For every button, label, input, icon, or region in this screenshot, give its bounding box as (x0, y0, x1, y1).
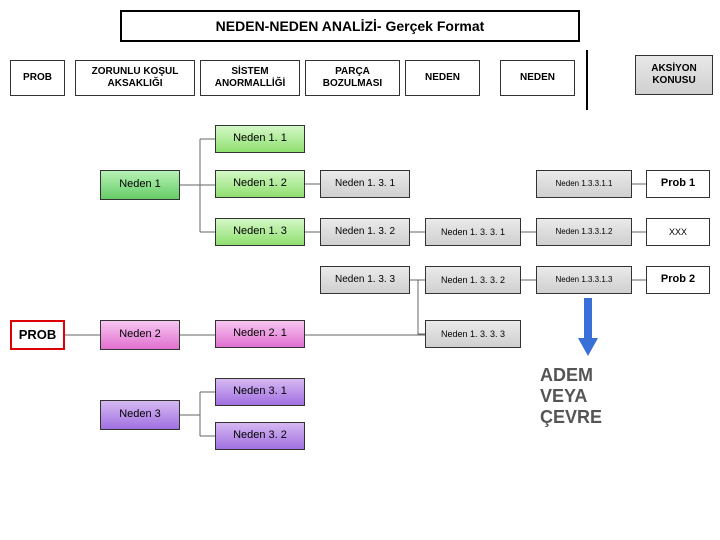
down-arrow-icon (578, 298, 598, 358)
header-neden-1: NEDEN (405, 60, 480, 96)
node-1-1: Neden 1. 1 (215, 125, 305, 153)
node-1-3-2: Neden 1. 3. 2 (320, 218, 410, 246)
header-sistem: SİSTEM ANORMALLİĞİ (200, 60, 300, 96)
result-prob-1: Prob 1 (646, 170, 710, 198)
node-1-3-3-1-3: Neden 1.3.3.1.3 (536, 266, 632, 294)
node-1-3-3-2: Neden 1. 3. 3. 2 (425, 266, 521, 294)
result-prob-2: Prob 2 (646, 266, 710, 294)
node-neden-3: Neden 3 (100, 400, 180, 430)
node-1-3-3-1-1: Neden 1.3.3.1.1 (536, 170, 632, 198)
header-aksiyon: AKSİYON KONUSU (635, 55, 713, 95)
header-zorunlu: ZORUNLU KOŞUL AKSAKLIĞI (75, 60, 195, 96)
node-1-3-3-1: Neden 1. 3. 3. 1 (425, 218, 521, 246)
node-2-1: Neden 2. 1 (215, 320, 305, 348)
node-1-3-3-3: Neden 1. 3. 3. 3 (425, 320, 521, 348)
header-parca: PARÇA BOZULMASI (305, 60, 400, 96)
node-neden-2: Neden 2 (100, 320, 180, 350)
node-1-3: Neden 1. 3 (215, 218, 305, 246)
diagram-title: NEDEN-NEDEN ANALİZİ- Gerçek Format (120, 10, 580, 42)
node-1-3-3: Neden 1. 3. 3 (320, 266, 410, 294)
side-prob: PROB (10, 320, 65, 350)
node-1-2: Neden 1. 2 (215, 170, 305, 198)
header-neden-2: NEDEN (500, 60, 575, 96)
node-1-3-1: Neden 1. 3. 1 (320, 170, 410, 198)
node-1-3-3-1-2: Neden 1.3.3.1.2 (536, 218, 632, 246)
bottom-label: ADEM VEYA ÇEVRE (540, 365, 602, 428)
node-3-1: Neden 3. 1 (215, 378, 305, 406)
result-xxx: XXX (646, 218, 710, 246)
header-prob: PROB (10, 60, 65, 96)
node-3-2: Neden 3. 2 (215, 422, 305, 450)
node-neden-1: Neden 1 (100, 170, 180, 200)
